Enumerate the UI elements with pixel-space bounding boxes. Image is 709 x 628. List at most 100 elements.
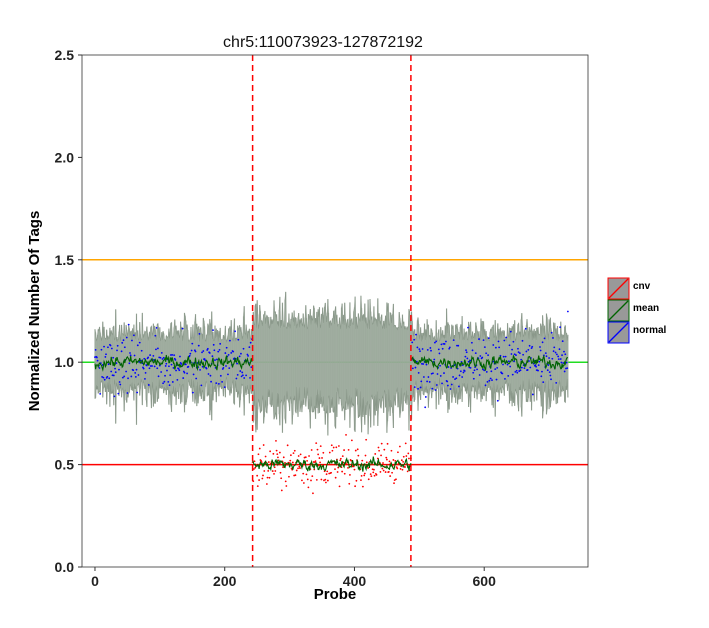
normal-point (557, 355, 560, 358)
normal-point (169, 374, 172, 377)
cnv-point (275, 449, 278, 452)
normal-point (479, 355, 482, 357)
cnv-point (291, 461, 294, 464)
normal-point (148, 367, 151, 370)
normal-point (123, 346, 126, 349)
normal-point (114, 371, 117, 374)
normal-point (181, 327, 184, 330)
cnv-point (257, 453, 260, 456)
normal-point (432, 372, 434, 375)
normal-point (447, 366, 450, 368)
normal-point (517, 351, 520, 354)
normal-point (188, 354, 191, 357)
normal-point (113, 395, 116, 398)
normal-point (109, 344, 112, 347)
normal-point (566, 310, 569, 313)
normal-point (110, 370, 113, 373)
normal-point (435, 384, 438, 386)
normal-point (127, 323, 130, 326)
normal-point (553, 346, 556, 349)
normal-point (135, 368, 138, 371)
cnv-point (289, 454, 292, 457)
normal-point (542, 381, 545, 384)
mean-line (94, 354, 569, 472)
normal-point (448, 346, 451, 349)
normal-point (129, 354, 132, 357)
cnv-point (334, 476, 337, 479)
cnv-point (274, 470, 277, 472)
normal-point (416, 346, 419, 349)
normal-point (559, 326, 562, 329)
normal-point (236, 362, 238, 365)
normal-point (457, 344, 460, 347)
normal-point (548, 371, 551, 374)
cnv-point (361, 485, 364, 488)
cnv-point (298, 465, 301, 468)
normal-point (551, 357, 554, 360)
cnv-point (404, 442, 407, 445)
normal-point (224, 352, 227, 354)
normal-point (240, 375, 243, 378)
cnv-point (335, 446, 338, 449)
cnv-point (330, 471, 333, 474)
normal-point (448, 347, 451, 350)
normal-point (424, 406, 427, 409)
normal-point (156, 367, 159, 370)
cnv-point (380, 454, 382, 457)
cnv-point (282, 456, 285, 459)
normal-point (564, 353, 567, 356)
normal-point (169, 354, 172, 356)
normal-point (539, 349, 542, 352)
normal-point (538, 360, 541, 363)
normal-point (121, 376, 124, 379)
cnv-point (272, 452, 275, 455)
normal-point (117, 392, 120, 395)
normal-point (446, 380, 449, 383)
cnv-point (343, 449, 345, 451)
cnv-point (325, 481, 327, 484)
normal-point (216, 358, 218, 361)
cnv-point (385, 458, 388, 461)
cnv-point (338, 485, 341, 488)
normal-point (178, 369, 181, 372)
cnv-point (387, 470, 390, 473)
normal-point (446, 384, 449, 387)
normal-point (528, 360, 530, 362)
cnv-point (398, 445, 401, 448)
normal-point (449, 388, 452, 390)
normal-point (108, 377, 111, 380)
cnv-point (365, 461, 368, 464)
normal-point (208, 352, 211, 354)
normal-point (438, 352, 441, 355)
y-tick-label: 2.5 (55, 47, 75, 63)
cnv-point (351, 465, 354, 468)
cnv-point (267, 461, 270, 463)
cnv-point (347, 448, 350, 451)
normal-point (98, 367, 101, 369)
normal-point (102, 376, 105, 379)
cnv-point (350, 439, 353, 442)
cnv-point (317, 464, 320, 467)
normal-point (478, 374, 481, 376)
cnv-point (310, 479, 312, 482)
normal-point (223, 386, 226, 389)
normal-point (130, 375, 133, 378)
normal-point (491, 379, 493, 382)
cnv-point (332, 446, 335, 449)
normal-point (221, 380, 224, 383)
cnv-point (322, 451, 325, 454)
normal-point (240, 352, 242, 355)
cnv-point (390, 449, 393, 452)
legend-label-cnv: cnv (633, 281, 651, 292)
normal-point (459, 370, 462, 373)
normal-point (494, 368, 497, 371)
cnv-point (306, 478, 309, 481)
normal-point (465, 351, 468, 354)
cnv-point (256, 474, 259, 477)
normal-point (115, 362, 118, 365)
normal-point (504, 355, 507, 358)
normal-point (154, 334, 157, 337)
cnv-point (348, 482, 351, 485)
cnv-point (295, 469, 298, 472)
cnv-point (326, 479, 329, 482)
